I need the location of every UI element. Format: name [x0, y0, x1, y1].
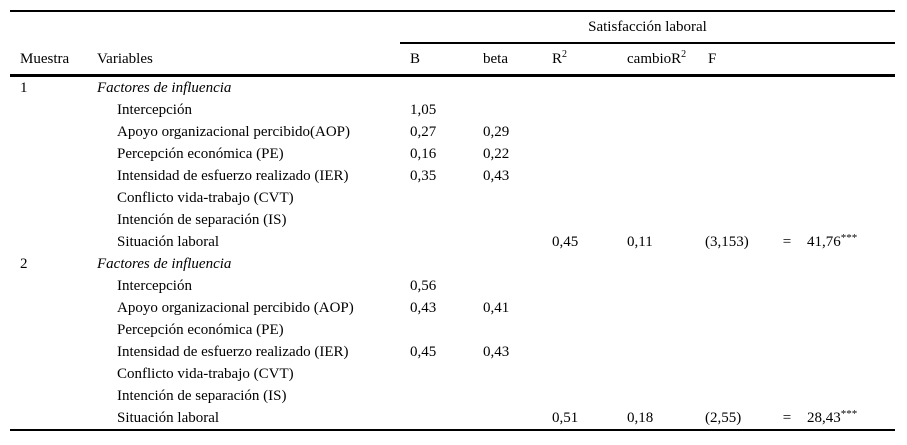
b-value: 0,16 [410, 145, 437, 162]
beta-value: 0,41 [483, 299, 510, 316]
variable-label: Apoyo organizacional percibido (AOP) [117, 299, 354, 316]
b-value: 1,05 [410, 101, 437, 118]
group-row-sample-2: 2 Factores de influencia [10, 253, 895, 275]
table-row: Intercepción 0,56 [10, 275, 895, 297]
variable-label: Percepción económica (PE) [117, 145, 284, 162]
col-header-f: F [708, 50, 717, 67]
variable-label: Conflicto vida-trabajo (CVT) [117, 189, 294, 206]
f-df: (3,153) [705, 233, 749, 250]
f-equals: = [782, 233, 792, 250]
table-row: Apoyo organizacional percibido(AOP) 0,27… [10, 121, 895, 143]
cambio-r2-value: 0,18 [627, 409, 654, 426]
table-row: Situación laboral 0,51 0,18 (2,55) = 28,43… [10, 407, 895, 429]
beta-value: 0,22 [483, 145, 510, 162]
column-header-row: Muestra Variables B beta R2 cambioR2 F [10, 44, 895, 77]
group-row-sample-1: 1 Factores de influencia [10, 77, 895, 99]
col-header-variables: Variables [97, 50, 153, 67]
table-row: Intención de separación (IS) [10, 385, 895, 407]
variable-label: Intensidad de esfuerzo realizado (IER) [117, 343, 349, 360]
r2-base: R [552, 50, 563, 67]
variable-label: Percepción económica (PE) [117, 321, 284, 338]
col-header-b: B [410, 50, 421, 67]
r2-superscript: 2 [562, 48, 568, 60]
variable-label: Intensidad de esfuerzo realizado (IER) [117, 167, 349, 184]
col-header-beta: beta [483, 50, 508, 67]
cambio-r2-value: 0,11 [627, 233, 653, 250]
table-row: Intensidad de esfuerzo realizado (IER) 0… [10, 165, 895, 187]
table-row: Situación laboral 0,45 0,11 (3,153) = 41,7… [10, 231, 895, 253]
sample-id: 2 [20, 255, 28, 272]
beta-value: 0,29 [483, 123, 510, 140]
cambio-r2-superscript: 2 [681, 48, 687, 60]
variable-label: Intercepción [117, 101, 192, 118]
group-label: Factores de influencia [97, 255, 232, 272]
sample-id: 1 [20, 79, 28, 96]
f-equals: = [782, 409, 792, 426]
col-header-cambio-r2: cambioR2 [617, 48, 698, 68]
cambio-r2-base: cambioR [627, 50, 682, 67]
table-row: Intensidad de esfuerzo realizado (IER) 0… [10, 341, 895, 363]
spanner-label: Satisfacción laboral [400, 12, 895, 44]
table-body: 1 Factores de influencia Intercepción 1,… [10, 77, 895, 429]
variable-label: Situación laboral [117, 409, 220, 426]
table-row: Intención de separación (IS) [10, 209, 895, 231]
b-value: 0,43 [410, 299, 437, 316]
f-value: (2,55) = 28,43 *** [705, 408, 858, 426]
b-value: 0,45 [410, 343, 437, 360]
b-value: 0,27 [410, 123, 437, 140]
col-header-muestra: Muestra [20, 50, 70, 67]
table-row: Conflicto vida-trabajo (CVT) [10, 363, 895, 385]
beta-value: 0,43 [483, 167, 510, 184]
r2-value: 0,45 [552, 233, 579, 250]
table-row: Percepción económica (PE) [10, 319, 895, 341]
table-row: Apoyo organizacional percibido (AOP) 0,4… [10, 297, 895, 319]
variable-label: Conflicto vida-trabajo (CVT) [117, 365, 294, 382]
f-value: (3,153) = 41,76 *** [705, 232, 858, 250]
variable-label: Situación laboral [117, 233, 220, 250]
f-df: (2,55) [705, 409, 742, 426]
b-value: 0,56 [410, 277, 437, 294]
col-header-r2: R2 [542, 48, 617, 68]
group-label: Factores de influencia [97, 79, 232, 96]
table-row: Intercepción 1,05 [10, 99, 895, 121]
variable-label: Intención de separación (IS) [117, 387, 287, 404]
variable-label: Intercepción [117, 277, 192, 294]
f-statistic: 28,43 [807, 409, 841, 426]
variable-label: Intención de separación (IS) [117, 211, 287, 228]
variable-label: Apoyo organizacional percibido(AOP) [117, 123, 350, 140]
regression-table: Satisfacción laboral Muestra Variables B… [10, 10, 895, 431]
b-value: 0,35 [410, 167, 437, 184]
table-row: Percepción económica (PE) 0,16 0,22 [10, 143, 895, 165]
spanner-row: Satisfacción laboral [10, 12, 895, 44]
f-statistic: 41,76 [807, 233, 841, 250]
r2-value: 0,51 [552, 409, 579, 426]
table-row: Conflicto vida-trabajo (CVT) [10, 187, 895, 209]
beta-value: 0,43 [483, 343, 510, 360]
